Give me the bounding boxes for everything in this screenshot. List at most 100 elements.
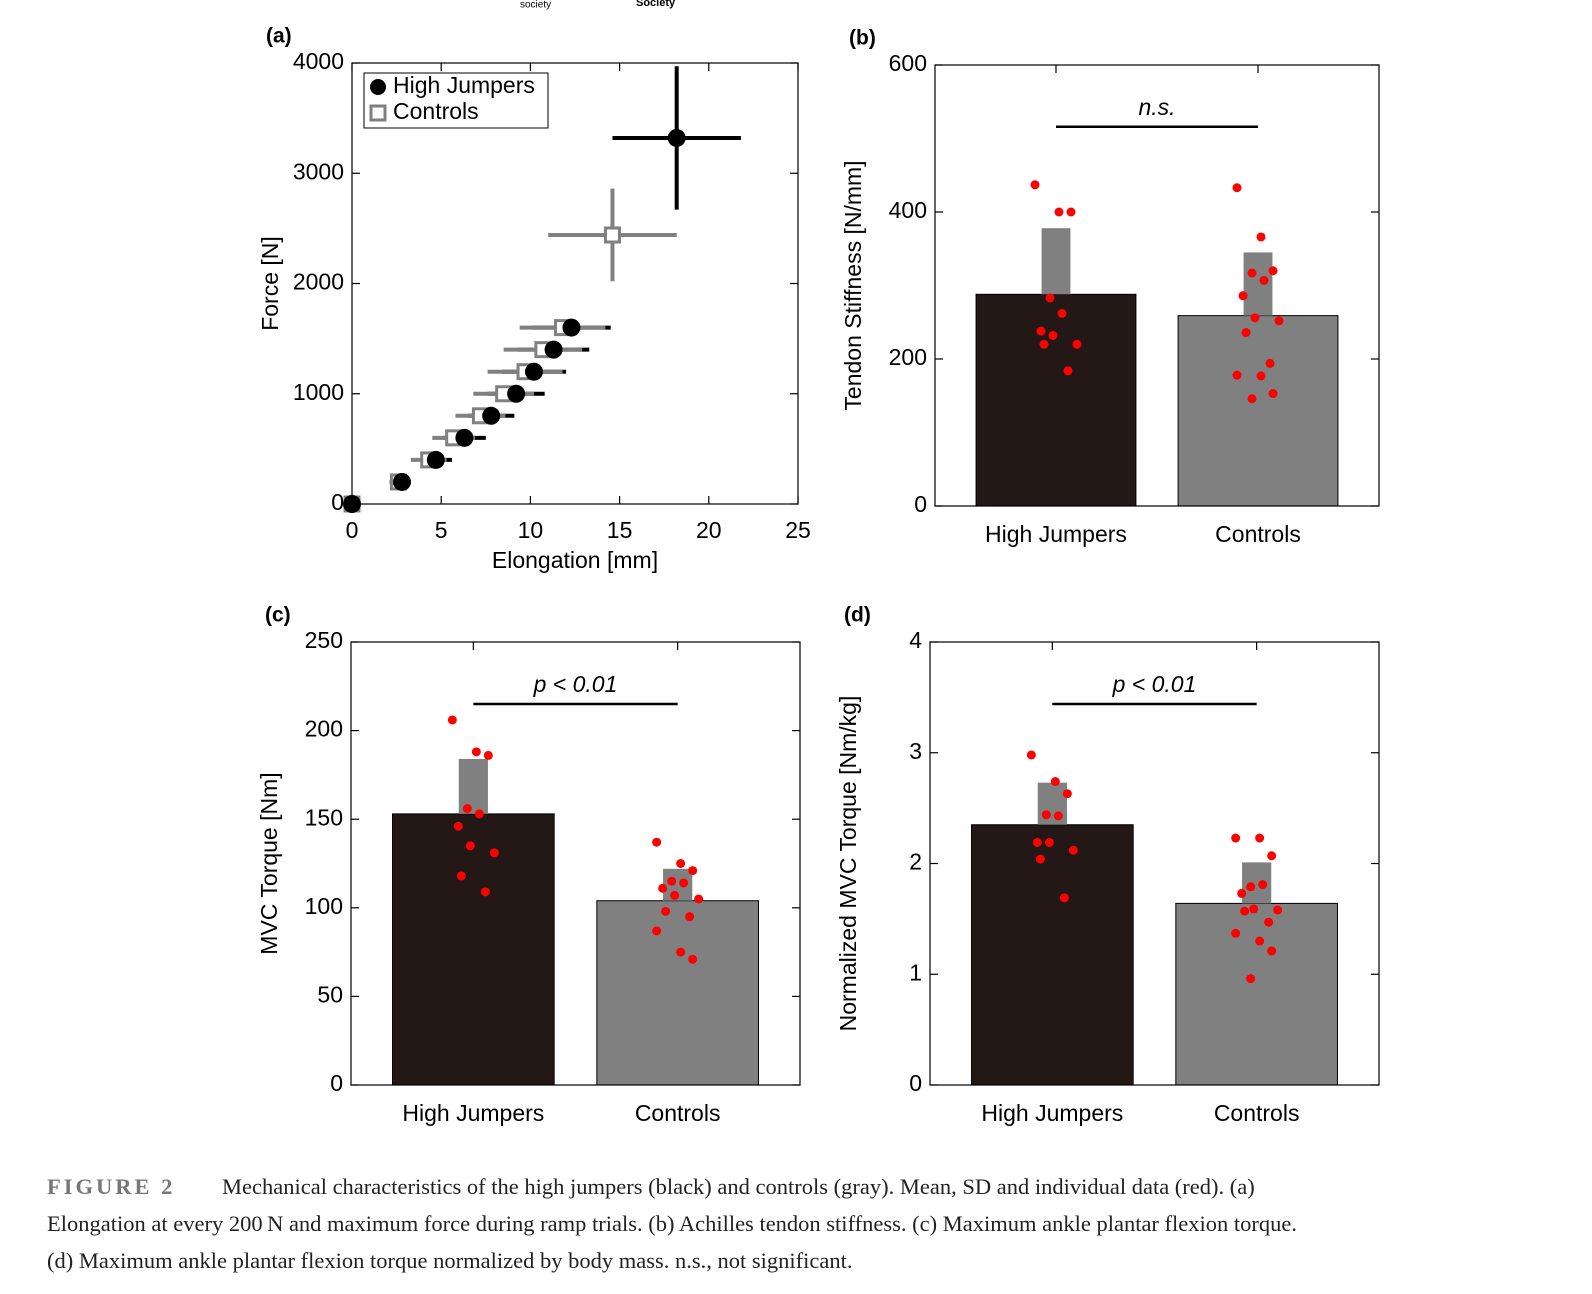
caption-line: Elongation at every 200 N and maximum fo… (47, 1211, 1297, 1236)
axes-frame (351, 62, 799, 505)
y-tick-label: 100 (305, 893, 343, 919)
individual-point (667, 876, 677, 886)
y-tick-label: 150 (305, 804, 343, 830)
legend-marker (370, 79, 386, 95)
individual-point (474, 809, 484, 819)
individual-point (1045, 293, 1055, 303)
individual-point (1268, 389, 1278, 399)
x-tick-label: 25 (785, 517, 811, 543)
point (426, 450, 445, 469)
x-tick-label: Controls (1214, 1100, 1300, 1126)
individual-point (1050, 777, 1060, 787)
y-tick-label: 0 (331, 489, 344, 515)
point (562, 318, 581, 337)
point (482, 406, 501, 425)
individual-point (1036, 326, 1046, 336)
legend-label: High Jumpers (393, 72, 535, 98)
individual-point (1030, 180, 1040, 190)
y-axis-label: Normalized MVC Torque [Nm/kg] (835, 696, 861, 1032)
y-tick-label: 3 (909, 738, 922, 764)
individual-point (1041, 810, 1051, 820)
legend-marker (369, 104, 387, 122)
individual-point (1054, 207, 1064, 217)
individual-point (456, 871, 466, 881)
y-tick-label: 0 (914, 491, 927, 517)
individual-point (1246, 882, 1256, 892)
caption-label: FIGURE 2 (47, 1174, 175, 1199)
y-axis-label: Tendon Stiffness [N/mm] (840, 160, 866, 410)
bar (392, 813, 555, 1086)
individual-point (1232, 370, 1242, 380)
y-axis-label: MVC Torque [Nm] (256, 772, 282, 954)
y-tick-label: 2000 (293, 269, 344, 295)
individual-point (453, 821, 463, 831)
individual-point (694, 894, 704, 904)
axes-frame (934, 64, 1380, 507)
y-tick-label: 200 (305, 716, 343, 742)
individual-point (1039, 339, 1049, 349)
x-tick-label: 0 (346, 517, 359, 543)
x-tick-label: 5 (435, 517, 448, 543)
point (667, 128, 686, 147)
caption-line: (d) Maximum ankle plantar flexion torque… (47, 1248, 852, 1273)
individual-point (1032, 837, 1042, 847)
individual-point (1258, 880, 1268, 890)
x-tick-label: 20 (696, 517, 722, 543)
x-tick-label: High Jumpers (985, 521, 1127, 547)
individual-point (1274, 316, 1284, 326)
individual-point (1072, 339, 1082, 349)
individual-point (489, 848, 499, 858)
individual-point (1267, 946, 1277, 956)
individual-point (1044, 837, 1054, 847)
panel-label: (a) (266, 25, 292, 48)
individual-point (1250, 313, 1260, 323)
point (392, 472, 411, 491)
individual-point (1273, 905, 1283, 915)
significance-label: p < 0.01 (533, 671, 618, 697)
y-tick-label: 50 (317, 981, 343, 1007)
individual-point (480, 887, 490, 897)
x-tick-label: 10 (518, 517, 544, 543)
individual-point (1231, 928, 1241, 938)
x-axis-label: Elongation [mm] (492, 547, 658, 573)
individual-point (688, 954, 698, 964)
bar (975, 293, 1137, 507)
error-bar (1243, 252, 1273, 316)
bar (1175, 902, 1338, 1086)
bar (1177, 315, 1339, 507)
y-axis-label: Force [N] (257, 236, 283, 331)
significance-label: n.s. (1138, 94, 1175, 120)
point (603, 226, 621, 244)
individual-point (670, 890, 680, 900)
individual-point (1232, 183, 1242, 193)
individual-point (1265, 358, 1275, 368)
individual-point (652, 926, 662, 936)
individual-point (465, 841, 475, 851)
individual-point (471, 747, 481, 757)
y-tick-label: 0 (330, 1070, 343, 1096)
error-bar (1041, 228, 1071, 295)
individual-point (1066, 207, 1076, 217)
y-tick-label: 4000 (293, 48, 344, 74)
individual-point (1237, 888, 1247, 898)
error-bar (1242, 862, 1272, 904)
legend-box (363, 72, 549, 129)
individual-point (1238, 291, 1248, 301)
caption-line: Mechanical characteristics of the high j… (222, 1174, 1255, 1199)
individual-point (1035, 854, 1045, 864)
point (507, 384, 526, 403)
y-tick-label: 1 (909, 959, 922, 985)
panel-label: (c) (265, 604, 291, 627)
individual-point (1048, 330, 1058, 340)
y-tick-label: 600 (889, 50, 927, 76)
error-bar (1037, 782, 1067, 825)
y-tick-label: 200 (889, 344, 927, 370)
point (524, 362, 543, 381)
error-bar (458, 758, 488, 814)
legend-label: Controls (393, 98, 479, 124)
bar (971, 824, 1134, 1086)
significance-label: p < 0.01 (1112, 671, 1197, 697)
individual-point (447, 715, 457, 725)
individual-point (1255, 833, 1265, 843)
